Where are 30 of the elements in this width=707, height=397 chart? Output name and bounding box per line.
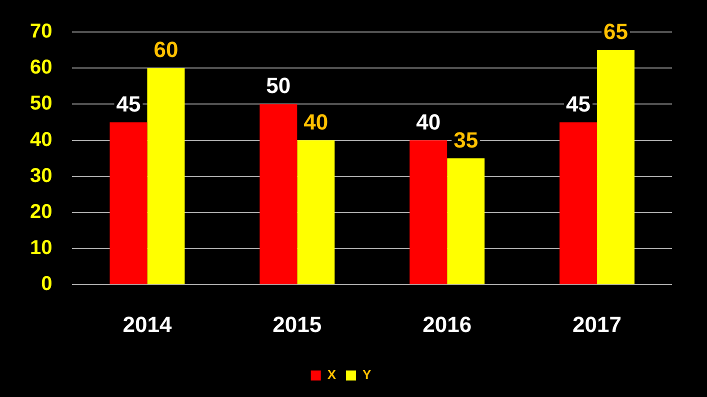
x-tick-label: 2017 — [572, 312, 622, 337]
legend-label: X — [327, 367, 336, 382]
x-tick-label: 2015 — [272, 312, 322, 337]
data-label: 60 — [154, 37, 178, 62]
y-tick-label: 30 — [30, 164, 52, 187]
data-label: 50 — [266, 73, 291, 98]
x-tick-label: 2014 — [122, 312, 172, 337]
y-tick-label: 20 — [30, 200, 52, 223]
y-tick-label: 10 — [30, 237, 52, 260]
bar — [560, 122, 598, 284]
bar — [147, 68, 185, 284]
x-tick-label: 2016 — [422, 312, 472, 337]
y-tick-label: 70 — [30, 20, 52, 43]
bar — [410, 140, 448, 284]
y-tick-label: 60 — [30, 56, 52, 79]
y-tick-label: 0 — [41, 273, 52, 296]
data-label: 40 — [416, 109, 441, 134]
legend-label: Y — [362, 367, 372, 382]
bar — [260, 104, 298, 284]
y-tick-label: 40 — [30, 128, 52, 151]
data-label: 65 — [604, 19, 628, 44]
bar — [110, 122, 148, 284]
bar — [597, 50, 635, 284]
y-tick-label: 50 — [30, 92, 52, 115]
data-label: 45 — [566, 91, 591, 116]
data-label: 45 — [116, 91, 141, 116]
data-label: 35 — [454, 127, 478, 152]
bar — [447, 158, 485, 284]
bar — [297, 140, 335, 284]
data-label: 40 — [304, 109, 328, 134]
